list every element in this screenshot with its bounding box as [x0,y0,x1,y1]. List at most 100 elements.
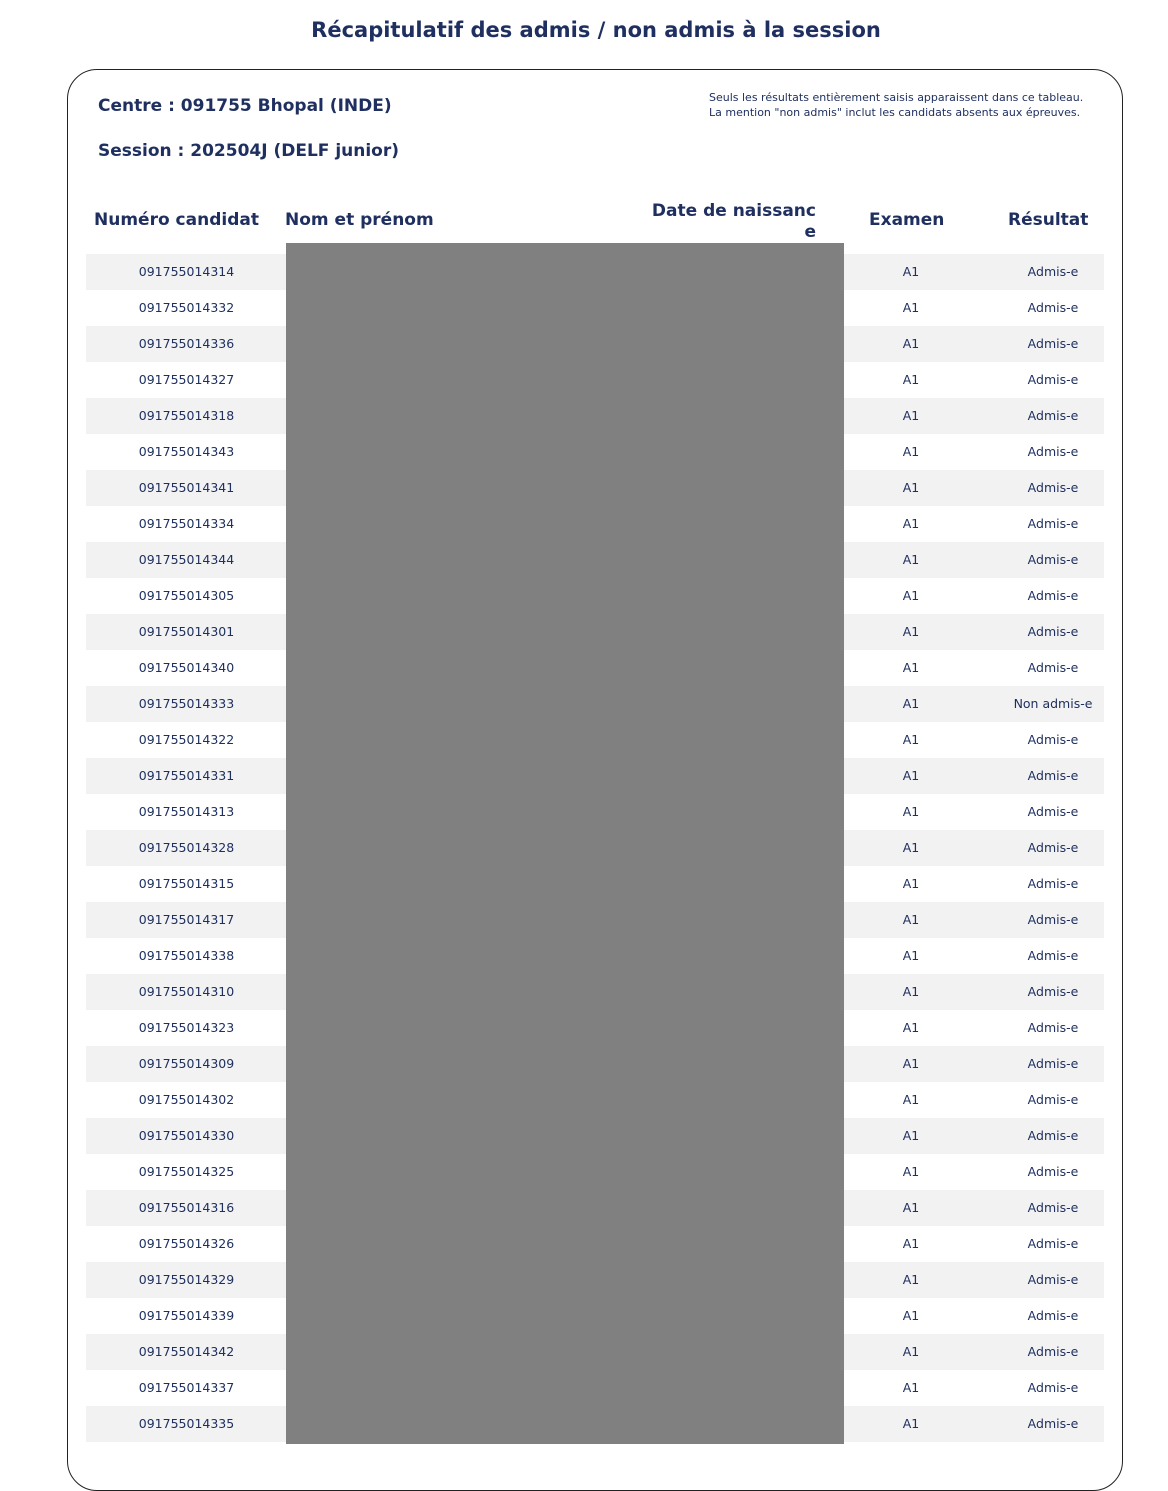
result: Admis-e [1027,1128,1079,1143]
table-row: 091755014326 A1 Admis-e [86,1226,1104,1262]
table-row: 091755014337 A1 Admis-e [86,1370,1104,1406]
candidate-number: 091755014301 [138,624,235,639]
candidate-number: 091755014340 [138,660,235,675]
note-line: La mention "non admis" inclut les candid… [709,106,1081,119]
header-resultat: Résultat [1008,210,1089,230]
exam-level: A1 [902,1380,920,1395]
candidate-number: 091755014339 [138,1308,235,1323]
candidate-number: 091755014302 [138,1092,235,1107]
candidate-number: 091755014327 [138,372,235,387]
result: Admis-e [1027,624,1079,639]
candidate-number: 091755014314 [138,264,235,279]
candidate-number: 091755014317 [138,912,235,927]
result: Admis-e [1027,408,1079,423]
result: Admis-e [1027,516,1079,531]
result: Admis-e [1027,840,1079,855]
result: Admis-e [1027,912,1079,927]
result: Admis-e [1027,300,1079,315]
candidate-number: 091755014315 [138,876,235,891]
exam-level: A1 [902,732,920,747]
result: Admis-e [1027,1200,1079,1215]
exam-level: A1 [902,876,920,891]
header-date-line: Date de naissanc [651,201,816,221]
header-date: Date de naissanc e [600,201,816,243]
candidate-number: 091755014313 [138,804,235,819]
candidate-number: 091755014330 [138,1128,235,1143]
candidate-number: 091755014343 [138,444,235,459]
result: Admis-e [1027,732,1079,747]
exam-level: A1 [902,552,920,567]
result: Admis-e [1027,804,1079,819]
table-row: 091755014334 A1 Admis-e [86,506,1104,542]
result: Admis-e [1027,984,1079,999]
table-row: 091755014343 A1 Admis-e [86,434,1104,470]
result: Admis-e [1027,1092,1079,1107]
table-row: 091755014325 A1 Admis-e [86,1154,1104,1190]
result: Admis-e [1027,876,1079,891]
result: Admis-e [1027,444,1079,459]
result: Admis-e [1027,264,1079,279]
result: Admis-e [1027,336,1079,351]
result: Admis-e [1027,1380,1079,1395]
exam-level: A1 [902,768,920,783]
candidate-number: 091755014305 [138,588,235,603]
exam-level: A1 [902,1200,920,1215]
result: Admis-e [1027,1272,1079,1287]
exam-level: A1 [902,840,920,855]
header-nom: Nom et prénom [285,210,434,230]
page-title: Récapitulatif des admis / non admis à la… [311,18,881,42]
result: Admis-e [1027,1164,1079,1179]
exam-level: A1 [902,1272,920,1287]
candidate-number: 091755014322 [138,732,235,747]
candidate-number: 091755014309 [138,1056,235,1071]
candidate-number: 091755014334 [138,516,235,531]
exam-level: A1 [902,444,920,459]
exam-level: A1 [902,588,920,603]
exam-level: A1 [902,1308,920,1323]
result: Admis-e [1027,1344,1079,1359]
table-row: 091755014339 A1 Admis-e [86,1298,1104,1334]
exam-level: A1 [902,624,920,639]
candidate-number: 091755014326 [138,1236,235,1251]
notes: Seuls les résultats entièrement saisis a… [709,90,1083,120]
candidate-number: 091755014332 [138,300,235,315]
exam-level: A1 [902,912,920,927]
result: Admis-e [1027,1056,1079,1071]
table-row: 091755014315 A1 Admis-e [86,866,1104,902]
table-row: 091755014338 A1 Admis-e [86,938,1104,974]
exam-level: A1 [902,1128,920,1143]
session-label: Session : 202504J (DELF junior) [98,141,400,161]
result: Admis-e [1027,948,1079,963]
exam-level: A1 [902,1056,920,1071]
result: Admis-e [1027,660,1079,675]
table-row: 091755014313 A1 Admis-e [86,794,1104,830]
table-row: 091755014305 A1 Admis-e [86,578,1104,614]
result: Admis-e [1027,1416,1079,1431]
exam-level: A1 [902,1164,920,1179]
exam-level: A1 [902,804,920,819]
table-row: 091755014332 A1 Admis-e [86,290,1104,326]
candidate-number: 091755014344 [138,552,235,567]
result: Admis-e [1027,372,1079,387]
exam-level: A1 [902,984,920,999]
table-row: 091755014327 A1 Admis-e [86,362,1104,398]
exam-level: A1 [902,408,920,423]
exam-level: A1 [902,372,920,387]
exam-level: A1 [902,660,920,675]
exam-level: A1 [902,1236,920,1251]
result: Non admis-e [1013,696,1093,711]
exam-level: A1 [902,1344,920,1359]
result: Admis-e [1027,588,1079,603]
result: Admis-e [1027,480,1079,495]
header-numero: Numéro candidat [94,210,259,230]
candidate-number: 091755014310 [138,984,235,999]
candidate-number: 091755014331 [138,768,235,783]
candidate-number: 091755014337 [138,1380,235,1395]
centre-label: Centre : 091755 Bhopal (INDE) [98,96,392,116]
result: Admis-e [1027,1236,1079,1251]
exam-level: A1 [902,1416,920,1431]
exam-level: A1 [902,300,920,315]
candidate-number: 091755014316 [138,1200,235,1215]
table-row: 091755014323 A1 Admis-e [86,1010,1104,1046]
candidate-number: 091755014335 [138,1416,235,1431]
